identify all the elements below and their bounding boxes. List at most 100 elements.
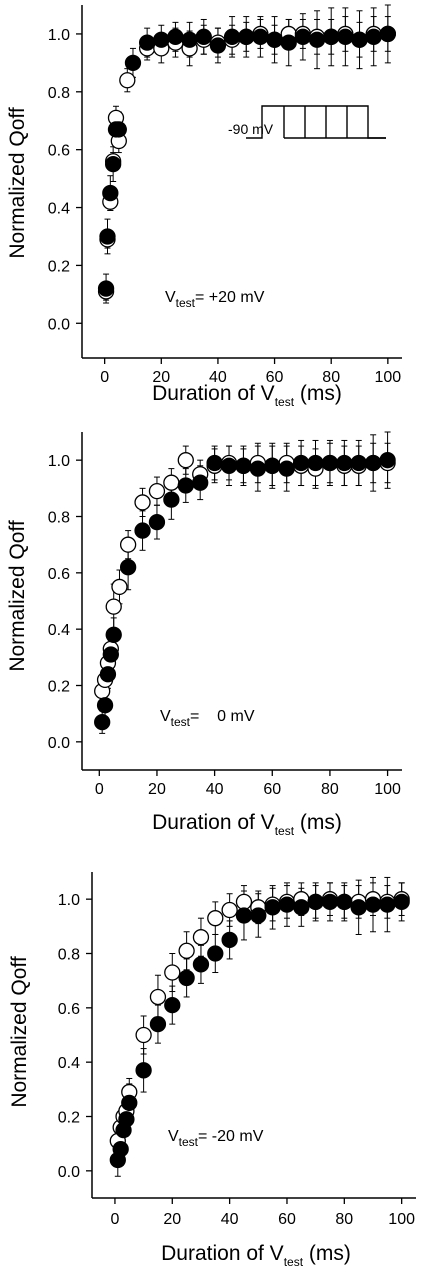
filled-data-point [163, 491, 180, 508]
y-tick-label: 1.0 [48, 27, 70, 44]
y-tick-label: 0.4 [58, 1055, 80, 1072]
open-data-point [235, 893, 253, 911]
open-data-point [134, 494, 151, 511]
open-data-point [135, 1026, 152, 1044]
y-tick-label: 0.8 [48, 85, 70, 102]
x-tick-label: 0 [110, 1211, 119, 1228]
x-tick-label: 80 [322, 369, 340, 386]
x-tick-label: 40 [209, 369, 227, 386]
filled-data-point [278, 460, 295, 477]
filled-data-point [195, 28, 212, 45]
voltage-protocol-inset: -90 mV [228, 105, 386, 139]
open-data-point [177, 452, 194, 469]
open-data-point [221, 901, 238, 919]
y-tick-label: 0.2 [48, 258, 70, 275]
filled-data-point [102, 184, 119, 202]
filled-data-point [105, 626, 122, 643]
filled-data-point [252, 28, 269, 45]
filled-data-point [323, 28, 340, 45]
filled-data-point [250, 907, 267, 924]
filled-data-point [138, 34, 156, 51]
open-data-point [119, 72, 136, 89]
x-tick-label: 60 [266, 369, 284, 386]
y-ticks: 0.0 0.2 0.4 0.6 0.8 1.0 [48, 453, 82, 752]
open-data-point [111, 578, 128, 596]
x-tick-label: 80 [321, 781, 339, 798]
x-tick-label: 20 [152, 369, 170, 386]
x-axis-label: Duration of Vtest (ms) [152, 382, 342, 409]
filled-data-point [207, 945, 224, 962]
filled-data-point [365, 28, 382, 45]
y-tick-label: 0.6 [48, 143, 70, 160]
filled-data-point [177, 477, 194, 494]
filled-data-point [308, 31, 326, 48]
x-tick-label: 40 [221, 1211, 239, 1228]
chart-panel-3: 0.0 0.2 0.4 0.6 0.8 1.0 0 20 40 60 80 100 Normaliz… [8, 872, 416, 1269]
filled-data-point [307, 893, 324, 911]
filled-data-point [99, 228, 116, 245]
open-data-point [163, 474, 180, 491]
filled-data-point [121, 1094, 138, 1112]
filled-data-point [379, 25, 396, 43]
filled-data-point [134, 522, 151, 539]
x-tick-label: 20 [148, 781, 166, 798]
chart-panel-2: 0.0 0.2 0.4 0.6 0.8 1.0 0 20 40 60 80 100 Normaliz… [6, 431, 402, 838]
x-ticks: 0 20 40 60 80 100 [95, 770, 401, 798]
x-tick-label: 80 [335, 1211, 353, 1228]
x-tick-label: 100 [374, 781, 401, 798]
filled-data-point [264, 457, 281, 474]
open-data-point [164, 964, 181, 981]
x-ticks: 0 20 40 60 80 100 [100, 358, 401, 386]
holding-potential-label: -90 mV [228, 121, 274, 137]
y-tick-label: 1.0 [58, 892, 80, 909]
y-tick-label: 0.8 [48, 510, 70, 527]
open-data-point [105, 598, 122, 615]
filled-data-point [119, 559, 137, 576]
y-tick-label: 0.4 [48, 622, 70, 639]
filled-data-point [307, 454, 324, 472]
y-tick-label: 0.2 [58, 1110, 80, 1127]
filled-data-point [206, 454, 223, 472]
x-tick-label: 0 [95, 781, 104, 798]
data-points [97, 25, 396, 300]
x-tick-label: 0 [100, 369, 109, 386]
filled-data-point [110, 121, 127, 138]
filled-data-point [337, 28, 354, 45]
filled-data-point [105, 155, 122, 173]
x-ticks: 0 20 40 60 80 100 [110, 1198, 415, 1228]
y-tick-label: 0.4 [48, 201, 70, 218]
filled-data-point [235, 457, 252, 474]
filled-data-point [292, 454, 310, 472]
x-tick-label: 100 [388, 1211, 415, 1228]
filled-data-point [351, 31, 368, 48]
filled-data-point [118, 1111, 135, 1128]
filled-data-point [164, 996, 181, 1014]
filled-data-point [350, 454, 367, 472]
filled-data-point [364, 896, 382, 913]
x-tick-label: 20 [163, 1211, 181, 1228]
x-tick-label: 100 [374, 369, 401, 386]
open-data-point [148, 482, 166, 500]
filled-data-point [124, 54, 142, 72]
filled-data-point [97, 280, 115, 297]
filled-data-point [192, 474, 209, 491]
open-data-point [192, 929, 210, 946]
filled-data-point [94, 713, 111, 731]
filled-data-point [192, 956, 210, 973]
filled-data-point [350, 899, 367, 916]
y-tick-label: 0.6 [58, 1001, 80, 1018]
filled-data-point [336, 893, 353, 911]
filled-data-point [102, 646, 119, 663]
filled-data-point [148, 513, 166, 531]
filled-data-point [96, 697, 114, 714]
filled-data-point [135, 1062, 152, 1079]
y-ticks: 0.0 0.2 0.4 0.6 0.8 1.0 [48, 27, 82, 333]
filled-data-point [220, 457, 238, 474]
x-tick-label: 40 [206, 781, 224, 798]
filled-data-point [181, 31, 198, 48]
filled-data-point [223, 28, 241, 45]
open-data-point [207, 910, 224, 927]
filled-data-point [99, 666, 117, 683]
filled-data-point [336, 454, 353, 472]
